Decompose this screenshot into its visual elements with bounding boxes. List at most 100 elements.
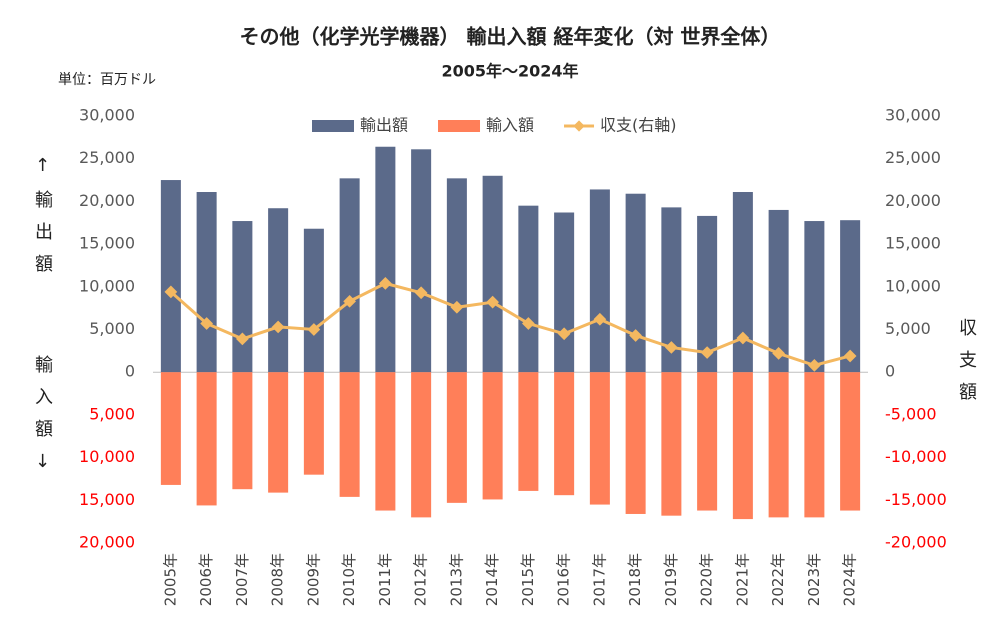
x-tick-label: 2007年 (233, 553, 251, 606)
bar (375, 146, 396, 373)
tick-label: -15,000 (885, 490, 947, 509)
unit-label: 単位：百万ドル (58, 72, 156, 88)
x-tick-label: 2017年 (590, 553, 608, 606)
x-tick-label: 2008年 (269, 553, 287, 606)
bar (697, 215, 718, 373)
bar (160, 180, 181, 373)
bar (196, 372, 217, 506)
y2-axis-label: 収支額 (956, 318, 977, 414)
bar (625, 372, 646, 514)
tick-label: 0 (125, 362, 135, 381)
bar (840, 220, 861, 373)
tick-label: 10,000 (79, 276, 135, 295)
marker (486, 295, 499, 309)
tick-label: 25,000 (79, 148, 135, 167)
tick-label: 15,000 (79, 234, 135, 253)
legend-label: 収支(右軸) (600, 116, 677, 135)
marker (307, 323, 321, 336)
tick-label: 10,000 (79, 447, 135, 466)
bar (232, 372, 253, 490)
marker (200, 317, 213, 330)
marker (164, 285, 178, 299)
bar (160, 372, 181, 485)
bar (768, 372, 789, 518)
x-tick-label: 2020年 (698, 553, 716, 606)
bar (804, 221, 825, 373)
marker (414, 286, 428, 300)
marker (450, 300, 464, 314)
bar (411, 372, 432, 518)
bar (482, 372, 503, 500)
marker (343, 294, 356, 308)
legend-swatch (312, 120, 354, 132)
bar (768, 209, 789, 373)
tick-label: 20,000 (79, 191, 135, 210)
y-axis-label: ↑輸出額 (32, 155, 53, 286)
tick-label: 5,000 (885, 319, 931, 338)
bar (303, 228, 324, 373)
tick-label: 20,000 (79, 533, 135, 552)
x-tick-label: 2015年 (519, 553, 537, 606)
tick-label: 30,000 (885, 106, 941, 125)
tick-label: -10,000 (885, 447, 947, 466)
bar (518, 205, 539, 373)
bar (303, 372, 324, 475)
bar (589, 189, 610, 373)
x-tick-label: 2011年 (376, 553, 394, 606)
chart-subtitle: 2005年～2024年 (441, 62, 578, 81)
bar (375, 372, 396, 511)
bar (554, 372, 575, 496)
x-tick-label: 2012年 (412, 553, 430, 606)
tick-label: 20,000 (885, 191, 941, 210)
legend-label: 輸入額 (486, 116, 534, 135)
x-tick-label: 2019年 (662, 553, 680, 606)
line (169, 281, 851, 367)
y-axis-label: 輸入額↓ (32, 355, 53, 486)
x-tick-label: 2014年 (483, 553, 501, 606)
tick-label: 0 (885, 362, 895, 381)
x-tick-label: 2022年 (769, 553, 787, 606)
bar (518, 372, 539, 491)
tick-label: 5,000 (89, 319, 135, 338)
x-tick-label: 2005年 (161, 553, 179, 606)
tick-label: 30,000 (79, 106, 135, 125)
bar (732, 372, 753, 520)
bar (339, 372, 360, 497)
x-tick-label: 2023年 (805, 553, 823, 606)
bar (804, 372, 825, 518)
bar (732, 192, 753, 373)
bar (840, 372, 861, 511)
bar (661, 372, 682, 516)
x-tick-label: 2009年 (304, 553, 322, 606)
bar (339, 178, 360, 373)
bar (196, 192, 217, 373)
tick-label: 25,000 (885, 148, 941, 167)
x-tick-label: 2006年 (197, 553, 215, 606)
bar (268, 372, 289, 493)
x-tick-label: 2021年 (733, 553, 751, 606)
bar (589, 372, 610, 505)
legend-label: 輸出額 (360, 116, 408, 135)
marker (271, 320, 285, 334)
bar (446, 178, 467, 373)
tick-label: 5,000 (89, 404, 135, 423)
tick-label: 15,000 (79, 490, 135, 509)
bar (482, 175, 503, 373)
marker (236, 332, 249, 346)
bar (697, 372, 718, 511)
x-tick-label: 2016年 (555, 553, 573, 606)
marker (379, 277, 392, 290)
bar (411, 149, 432, 373)
bar (661, 207, 682, 373)
bar (232, 221, 253, 373)
tick-label: 10,000 (885, 276, 941, 295)
legend-marker (573, 120, 585, 132)
bar (625, 193, 646, 373)
bar (446, 372, 467, 503)
tick-label: 15,000 (885, 234, 941, 253)
x-tick-label: 2024年 (841, 553, 859, 606)
chart-title: その他（化学光学機器） 輸出入額 経年変化（対 世界全体） (240, 25, 781, 49)
x-tick-label: 2013年 (447, 553, 465, 606)
x-tick-label: 2018年 (626, 553, 644, 606)
